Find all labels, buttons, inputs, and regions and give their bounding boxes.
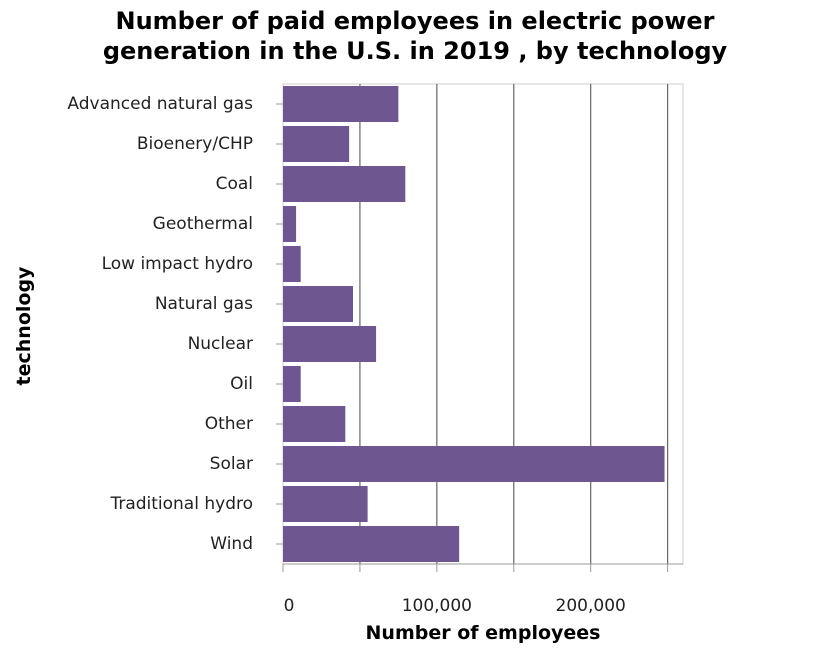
bar-8 [283, 406, 346, 442]
chart-title-line-2: generation in the U.S. in 2019 , by tech… [102, 37, 728, 65]
chart-title: Number of paid employees in electric pow… [0, 6, 830, 66]
bar-5 [283, 286, 353, 322]
y-tick-label-0: Advanced natural gas [67, 94, 253, 114]
y-tick-label-7: Oil [230, 374, 253, 394]
y-tick-label-10: Traditional hydro [109, 494, 253, 514]
bar-0 [283, 86, 399, 122]
y-tick-label-1: Bioenery/CHP [137, 134, 253, 154]
chart-title-line-1: Number of paid employees in electric pow… [115, 7, 715, 35]
x-tick-label-0: 0 [284, 596, 295, 616]
bar-4 [283, 246, 301, 282]
bar-7 [283, 366, 301, 402]
y-tick-label-2: Coal [216, 174, 253, 194]
y-axis-label: technology [13, 266, 35, 386]
plot-area [282, 83, 684, 565]
bar-1 [283, 126, 350, 162]
y-tick-label-9: Solar [210, 454, 253, 474]
y-tick-label-3: Geothermal [153, 214, 253, 234]
bar-10 [283, 486, 368, 522]
x-tick-label-4: 200,000 [556, 596, 626, 616]
bar-2 [283, 166, 406, 202]
bar-9 [283, 446, 665, 482]
bar-11 [283, 526, 460, 562]
y-tick-label-5: Natural gas [155, 294, 253, 314]
x-tick-label-2: 100,000 [402, 596, 472, 616]
y-tick-label-6: Nuclear [188, 334, 253, 354]
y-tick-label-4: Low impact hydro [102, 254, 253, 274]
bar-3 [283, 206, 297, 242]
bar-6 [283, 326, 377, 362]
y-tick-label-11: Wind [210, 534, 253, 554]
x-axis-label: Number of employees [365, 622, 601, 644]
y-tick-label-8: Other [205, 414, 253, 434]
